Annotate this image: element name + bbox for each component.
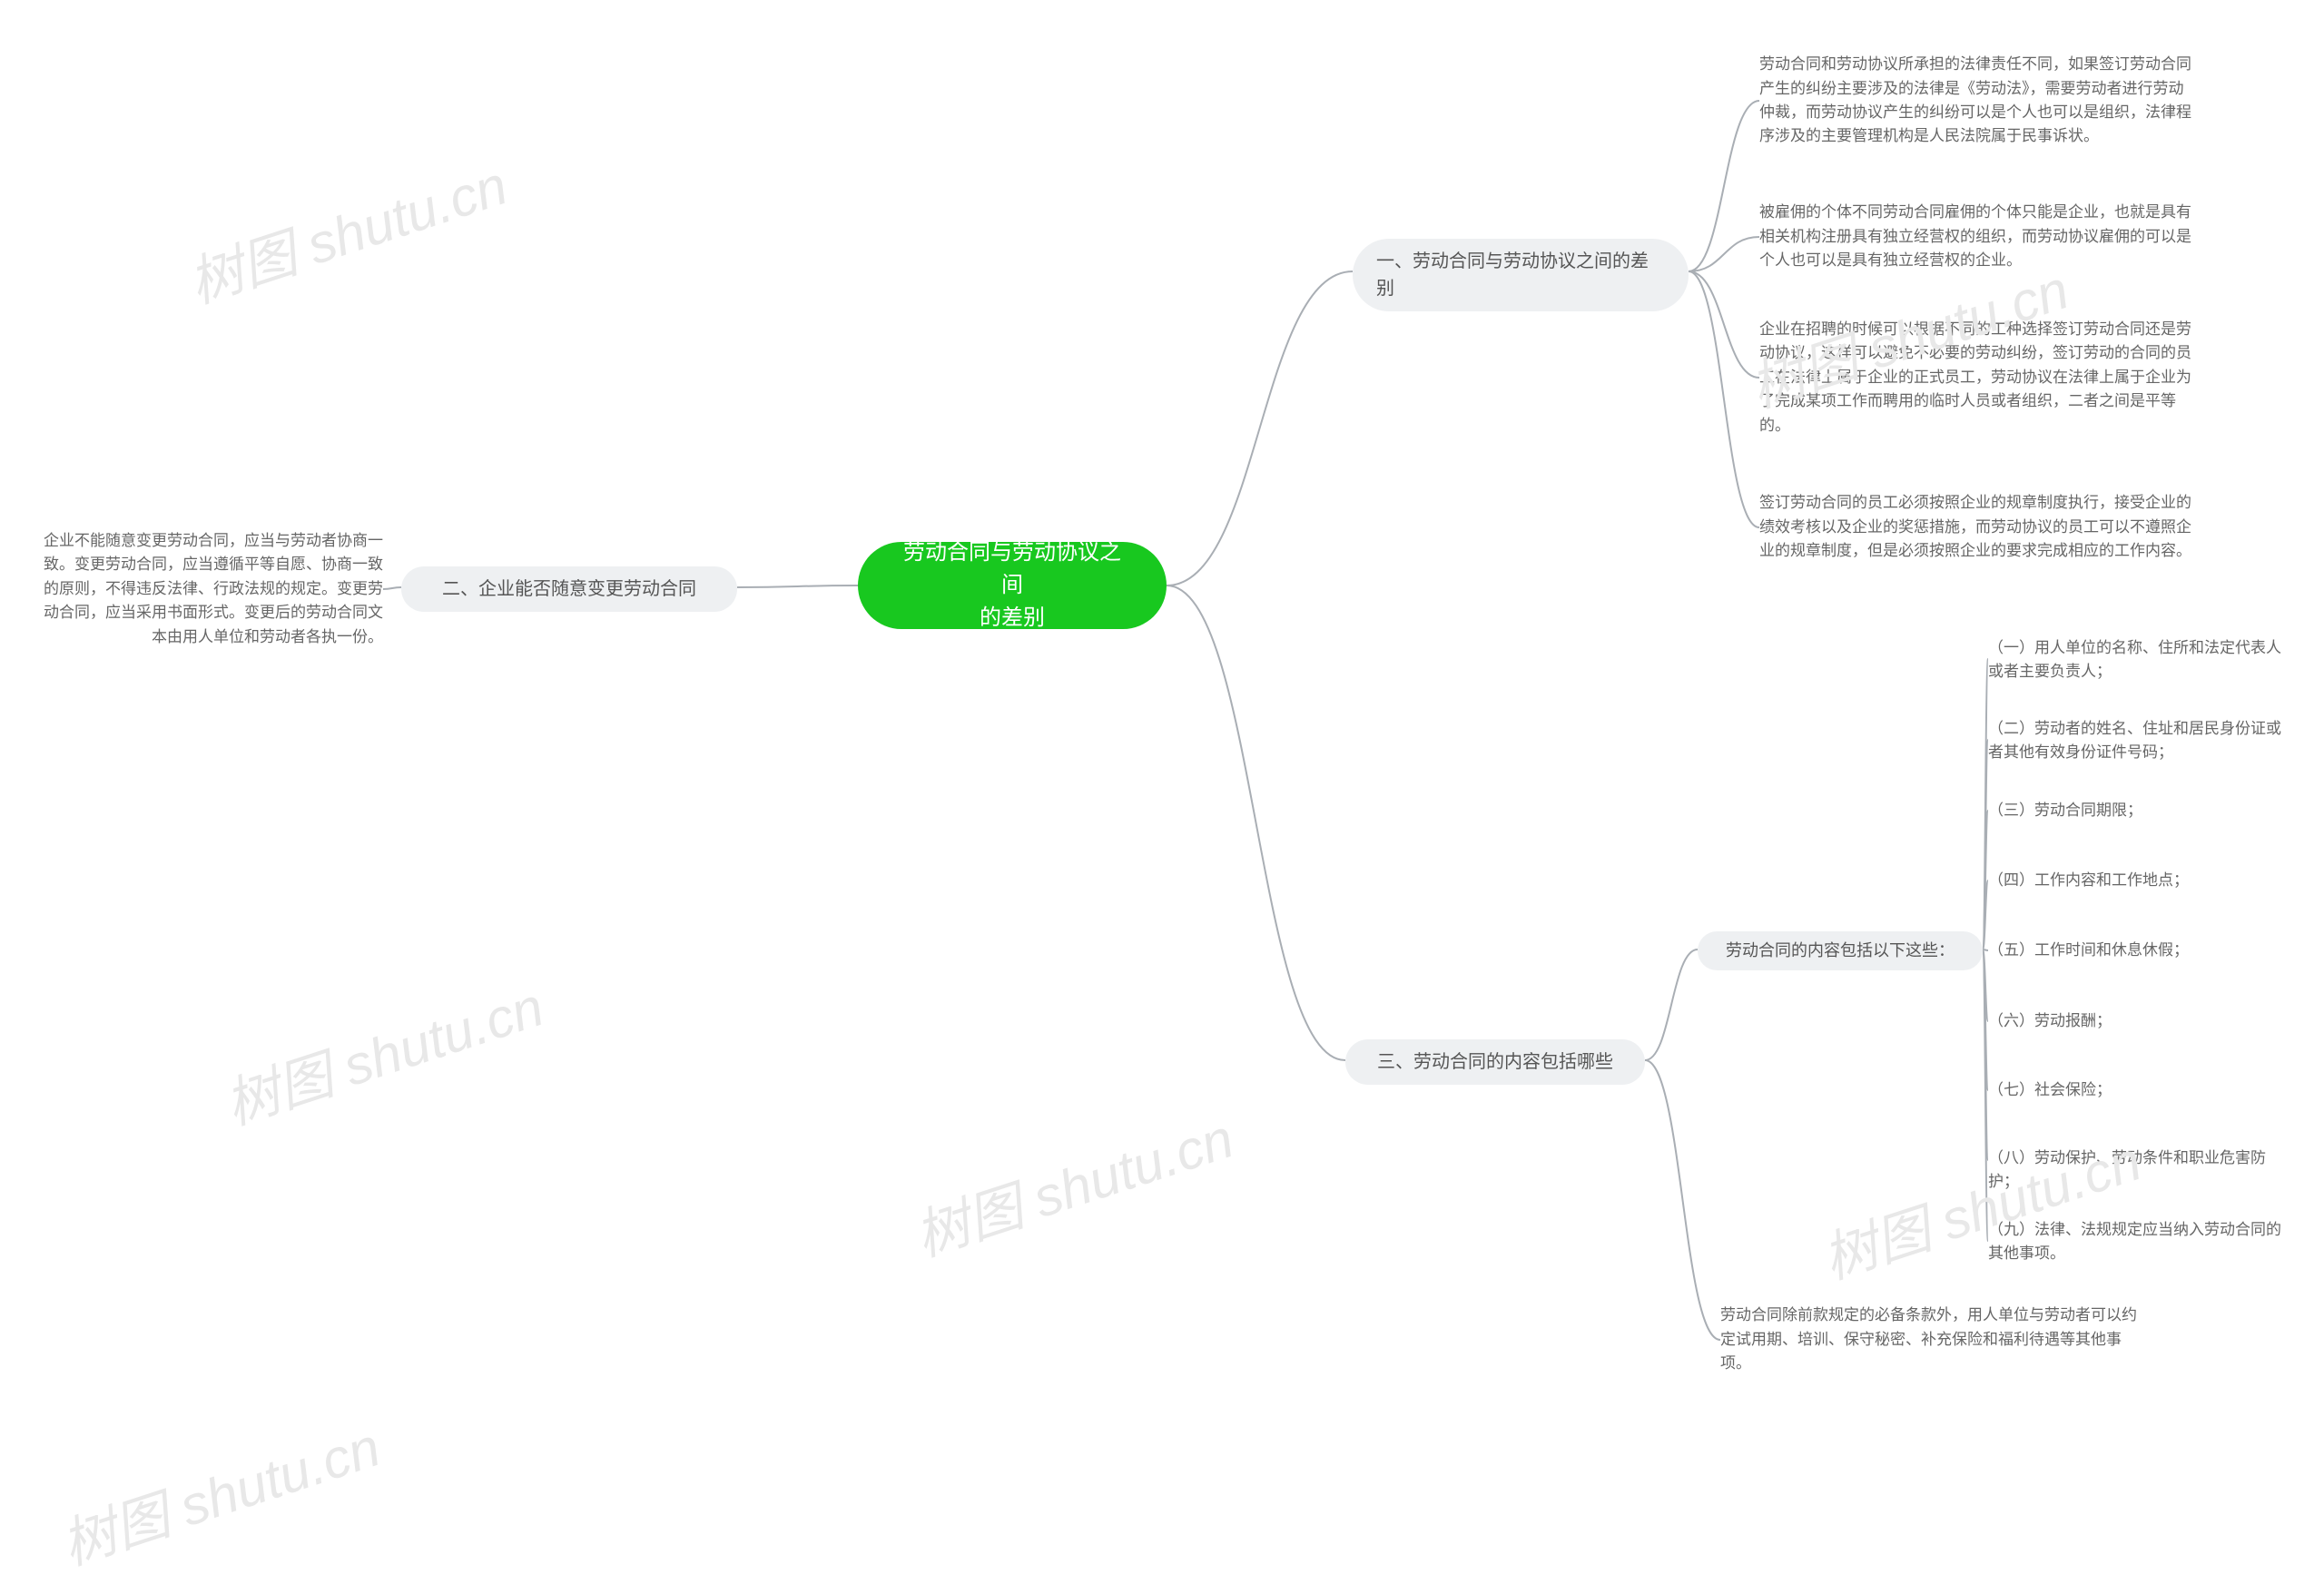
node-b3c1h: （八）劳动保护、劳动条件和职业危害防护； [1988, 1146, 2288, 1195]
node-b2c1: 企业不能随意变更劳动合同，应当与劳动者协商一致。变更劳动合同，应当遵循平等自愿、… [38, 521, 383, 657]
node-b1c3: 企业在招聘的时候可以根据不同的工种选择签订劳动合同还是劳动协议，这样可以避免不必… [1759, 305, 2191, 450]
node-b3c1i: （九）法律、法规规定应当纳入劳动合同的其他事项。 [1988, 1218, 2288, 1266]
branch-b2: 二、企业能否随意变更劳动合同 [401, 566, 737, 612]
node-b1c1: 劳动合同和劳动协议所承担的法律责任不同，如果签订劳动合同产生的纠纷主要涉及的法律… [1759, 33, 2191, 169]
root-node: 劳动合同与劳动协议之间的差别 [858, 542, 1167, 629]
node-b3c1d: （四）工作内容和工作地点； [1988, 867, 2288, 894]
node-b3c1f: （六）劳动报酬； [1988, 1008, 2288, 1035]
node-b3c2: 劳动合同除前款规定的必备条款外，用人单位与劳动者可以约定试用期、培训、保守秘密、… [1720, 1304, 2138, 1376]
branch-b1: 一、劳动合同与劳动协议之间的差别 [1353, 239, 1689, 311]
node-b3c1a: （一）用人单位的名称、住所和法定代表人或者主要负责人； [1988, 636, 2288, 684]
node-b3c1c: （三）劳动合同期限； [1988, 797, 2288, 824]
watermark: 树图 shutu.cn [1811, 1117, 2150, 1294]
node-b1c2: 被雇佣的个体不同劳动合同雇佣的个体只能是企业，也就是具有相关机构注册具有独立经营… [1759, 187, 2191, 287]
watermark: 树图 shutu.cn [50, 1403, 389, 1580]
node-b3c1b: （二）劳动者的姓名、住址和居民身份证或者其他有效身份证件号码； [1988, 717, 2288, 765]
node-b3c1g: （七）社会保险； [1988, 1077, 2288, 1104]
watermark: 树图 shutu.cn [177, 142, 516, 319]
node-b1c4: 签订劳动合同的员工必须按照企业的规章制度执行，接受企业的绩效考核以及企业的奖惩措… [1759, 468, 2191, 586]
watermark: 树图 shutu.cn [903, 1095, 1242, 1272]
root-label: 劳动合同与劳动协议之间的差别 [894, 536, 1130, 635]
node-b3c1: 劳动合同的内容包括以下这些： [1698, 931, 1983, 970]
node-b3c1e: （五）工作时间和休息休假； [1988, 937, 2288, 964]
watermark: 树图 shutu.cn [213, 963, 552, 1140]
branch-b3: 三、劳动合同的内容包括哪些 [1345, 1039, 1645, 1085]
